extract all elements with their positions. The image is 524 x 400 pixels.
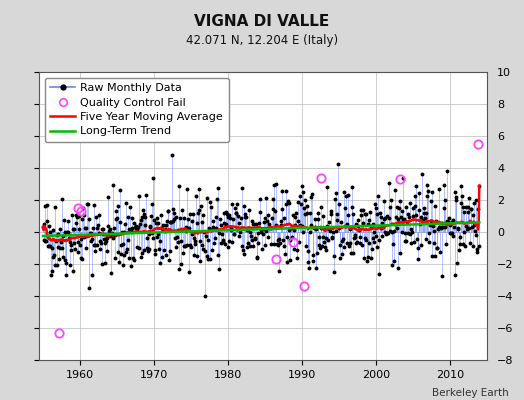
Text: 42.071 N, 12.204 E (Italy): 42.071 N, 12.204 E (Italy) bbox=[186, 34, 338, 47]
Text: Berkeley Earth: Berkeley Earth bbox=[432, 388, 508, 398]
Legend: Raw Monthly Data, Quality Control Fail, Five Year Moving Average, Long-Term Tren: Raw Monthly Data, Quality Control Fail, … bbox=[45, 78, 228, 142]
Text: VIGNA DI VALLE: VIGNA DI VALLE bbox=[194, 14, 330, 29]
